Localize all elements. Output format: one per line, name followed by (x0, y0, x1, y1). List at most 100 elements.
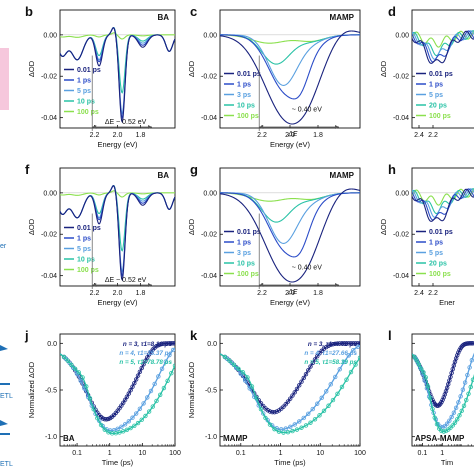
data-point-n4 (306, 411, 311, 416)
panel-title: BA (63, 434, 75, 443)
y-tick-label: -0.02 (41, 232, 57, 239)
y-tick-label: -0.04 (393, 273, 409, 280)
data-point-n3 (344, 341, 349, 346)
data-point-n5 (72, 366, 78, 372)
legend-entry: 10 ps (237, 103, 255, 110)
side-triangle-2 (0, 420, 8, 426)
data-point-n5 (441, 429, 446, 434)
x-tick-label: 2.2 (428, 290, 438, 297)
x-axis-label: Time (ps) (274, 458, 306, 467)
data-point-n5 (121, 429, 126, 434)
data-point-n5 (128, 425, 133, 431)
data-point-n3 (440, 397, 445, 403)
x-tick-label: 2.2 (428, 132, 438, 139)
data-point-n4 (279, 427, 284, 432)
x-tick-label: 2.0 (113, 290, 123, 297)
y-tick-label: -0.04 (41, 273, 57, 280)
data-point-n4 (462, 380, 468, 385)
annot-arrow-head (92, 282, 97, 287)
data-point-n3 (335, 341, 340, 346)
data-point-n3 (267, 409, 273, 414)
data-point-n3 (292, 390, 297, 395)
plot-frame (219, 9, 361, 129)
data-point-n5 (414, 358, 419, 363)
data-point-n3 (357, 341, 360, 346)
y-axis-label: ΔOD (27, 218, 36, 235)
y-tick-label: 0.0 (47, 341, 57, 348)
data-point-n3 (306, 368, 311, 373)
series-line-4 (60, 32, 175, 40)
data-point-n5 (437, 426, 442, 431)
data-point-n4 (141, 401, 146, 406)
data-point-n3 (141, 362, 146, 367)
y-tick-label: -1.0 (205, 434, 217, 441)
data-point-n5 (434, 422, 440, 427)
data-point-n5 (421, 370, 426, 375)
data-point-n3 (346, 341, 351, 346)
panel-letter-g: g (190, 162, 198, 177)
annot-arrow-head (92, 124, 97, 129)
data-point-n5 (249, 384, 255, 389)
side-label-etl-2: ETL (0, 461, 13, 468)
data-point-n5 (470, 377, 474, 382)
data-point-n5 (452, 420, 458, 425)
legend-entry: 20 ps (429, 103, 447, 110)
y-axis-label: ΔOD (187, 60, 196, 77)
x-axis-label: Energy (eV) (270, 298, 311, 307)
annot-arrow-head (259, 282, 264, 287)
data-point-n5 (236, 366, 241, 372)
data-point-n3 (135, 373, 141, 378)
side-triangle-1 (0, 345, 8, 351)
legend-entry: 0.01 ps (77, 225, 101, 232)
data-point-n3 (470, 341, 474, 346)
x-tick-label: 2.0 (113, 132, 123, 139)
x-tick-label: 100 (169, 450, 181, 457)
data-point-n3 (324, 344, 329, 350)
panel-title: MAMP (330, 171, 355, 180)
annotation-text: ~ 0.40 eV (292, 106, 322, 113)
data-point-n5 (326, 403, 331, 408)
legend-entry: 5 ps (77, 246, 91, 253)
legend-entry: 100 ps (77, 267, 99, 274)
data-point-n5 (227, 358, 232, 363)
data-point-n5 (124, 427, 130, 433)
data-point-n4 (442, 423, 448, 429)
panel-letter-f: f (25, 162, 30, 177)
panel-title: MAMP (223, 434, 248, 443)
annot-arrow-head (335, 124, 339, 129)
data-point-n5 (65, 358, 70, 363)
legend-entry: 10 ps (77, 99, 95, 106)
legend-entry: 10 ps (237, 261, 255, 268)
series-line-1 (412, 30, 474, 63)
data-point-n3 (326, 343, 331, 348)
data-point-n4 (342, 359, 347, 365)
x-axis-label: Energy (eV) (97, 140, 138, 149)
y-tick-label: -1.0 (45, 434, 57, 441)
data-point-n5 (87, 396, 93, 401)
series-line-0 (412, 30, 474, 64)
data-point-n3 (143, 358, 148, 363)
y-tick-label: 0.00 (43, 32, 57, 39)
data-point-n5 (339, 384, 345, 390)
y-tick-label: -0.02 (201, 232, 217, 239)
data-point-n5 (412, 354, 417, 360)
y-tick-label: 0.0 (207, 341, 217, 348)
data-point-n5 (312, 417, 318, 422)
y-tick-label: 0.00 (203, 190, 217, 197)
data-point-n4 (451, 410, 457, 415)
legend-entry: 0.01 ps (237, 71, 261, 78)
data-point-n5 (357, 355, 360, 360)
x-tick-label: 1.8 (136, 290, 146, 297)
data-point-n5 (76, 370, 82, 375)
legend-entry: 0.01 ps (77, 67, 101, 74)
data-point-n3 (126, 391, 131, 396)
data-point-n4 (130, 415, 135, 420)
data-point-n4 (152, 381, 157, 387)
y-tick-label: -0.5 (45, 388, 57, 395)
y-axis-label: ΔOD (187, 218, 196, 235)
